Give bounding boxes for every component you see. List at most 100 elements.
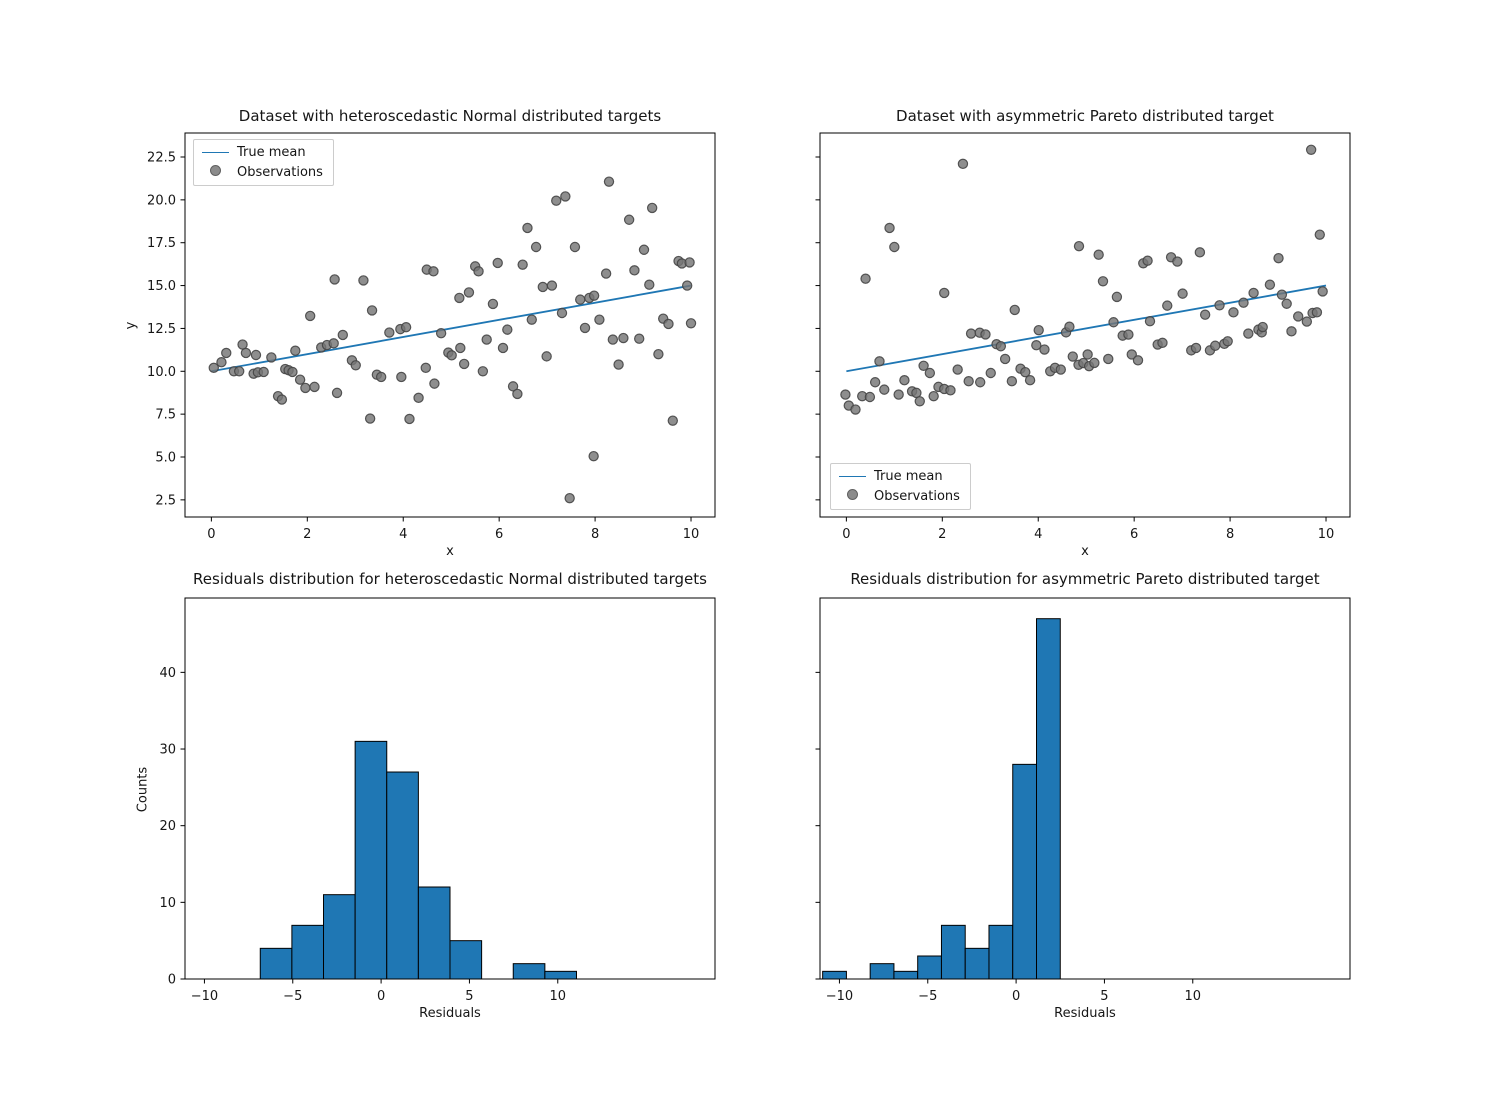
scatter-point bbox=[1222, 336, 1233, 347]
axes-spines bbox=[184, 132, 716, 518]
y-tick-label: 20 bbox=[159, 819, 176, 834]
hist-bar bbox=[291, 924, 325, 980]
scatter-point bbox=[358, 275, 369, 286]
x-tick-label: 8 bbox=[1226, 527, 1234, 542]
scatter-point bbox=[884, 222, 895, 234]
true-mean-line bbox=[211, 284, 692, 373]
hist-bar bbox=[449, 940, 483, 980]
scatter-point bbox=[980, 329, 991, 340]
x-tick-label: 0 bbox=[207, 527, 215, 542]
scatter-point bbox=[653, 348, 664, 360]
scatter-point bbox=[1248, 287, 1259, 299]
scatter-point bbox=[1190, 342, 1202, 354]
scatter-point bbox=[1082, 349, 1093, 360]
scatter-point bbox=[1172, 256, 1183, 267]
title-hist-pareto: Residuals distribution for asymmetric Pa… bbox=[850, 570, 1320, 588]
scatter-point bbox=[893, 389, 904, 400]
scatter-point bbox=[629, 265, 640, 276]
scatter-point bbox=[455, 342, 466, 354]
scatter-point bbox=[928, 390, 939, 402]
scatter-point bbox=[350, 360, 361, 371]
scatter-point bbox=[957, 158, 969, 170]
scatter-point bbox=[603, 176, 615, 187]
scatter-point bbox=[860, 273, 871, 284]
scatter-point bbox=[1097, 276, 1109, 287]
hist-bar bbox=[544, 970, 577, 980]
scatter-point bbox=[924, 367, 936, 379]
scatter-point bbox=[974, 377, 986, 388]
scatter-point bbox=[588, 290, 600, 301]
scatter-point bbox=[1006, 376, 1018, 387]
scatter-point bbox=[517, 259, 528, 270]
scatter-point bbox=[667, 415, 678, 426]
scatter-point bbox=[541, 351, 552, 362]
x-tick-label: 5 bbox=[1100, 989, 1108, 1004]
x-tick-label: 10 bbox=[683, 527, 700, 542]
scatter-point bbox=[522, 222, 533, 234]
y-tick-label: 5.0 bbox=[155, 451, 176, 466]
scatter-point bbox=[384, 327, 395, 338]
scatter-point bbox=[413, 392, 424, 404]
scatter-point bbox=[1073, 240, 1085, 252]
scatter-point bbox=[1177, 288, 1188, 299]
y-tick-label: 40 bbox=[159, 666, 176, 681]
scatter-point bbox=[537, 281, 549, 293]
scatter-point bbox=[435, 328, 447, 339]
legend-item-true-mean: True mean bbox=[839, 469, 960, 484]
legend-label-observations: Observations bbox=[874, 489, 960, 504]
y-tick-label: 7.5 bbox=[155, 408, 176, 423]
ylabel-scatter-normal: y bbox=[123, 321, 139, 330]
hist-bar bbox=[323, 894, 356, 980]
scatter-point bbox=[492, 257, 503, 269]
scatter-point bbox=[287, 366, 298, 378]
x-tick-label: 2 bbox=[938, 527, 946, 542]
scatter-point bbox=[985, 367, 996, 379]
hist-bar bbox=[259, 947, 293, 980]
scatter-point bbox=[1142, 255, 1153, 266]
scatter-point bbox=[221, 347, 232, 359]
scatter-point bbox=[850, 404, 861, 415]
scatter-point bbox=[575, 294, 586, 305]
scatter-point bbox=[999, 353, 1011, 365]
y-tick-label: 2.5 bbox=[155, 493, 176, 508]
scatter-point bbox=[428, 266, 439, 277]
scatter-point bbox=[1064, 321, 1075, 332]
scatter-point bbox=[918, 360, 929, 371]
x-tick-label: 10 bbox=[1184, 989, 1201, 1004]
scatter-point bbox=[1199, 309, 1211, 320]
legend-item-observations: Observations bbox=[202, 165, 323, 180]
scatter-point bbox=[600, 268, 612, 279]
scatter-point bbox=[1281, 298, 1292, 309]
scatter-point bbox=[487, 298, 499, 310]
scatter-point bbox=[1264, 279, 1276, 290]
legend-label-true-mean: True mean bbox=[237, 145, 306, 160]
scatter-point bbox=[1311, 307, 1323, 318]
scatter-point bbox=[646, 202, 658, 214]
scatter-point bbox=[258, 366, 269, 378]
y-tick-label: 30 bbox=[159, 743, 176, 758]
scatter-point bbox=[874, 356, 885, 367]
scatter-point bbox=[1194, 247, 1206, 258]
line-swatch-icon bbox=[839, 476, 866, 477]
scatter-point bbox=[1031, 340, 1042, 351]
line-swatch-icon bbox=[202, 152, 229, 153]
y-tick-label: 15.0 bbox=[147, 279, 176, 294]
scatter-point bbox=[266, 352, 277, 363]
scatter-point bbox=[618, 332, 629, 344]
scatter-point bbox=[458, 358, 470, 370]
x-tick-label: 0 bbox=[1012, 989, 1020, 1004]
x-tick-label: 0 bbox=[377, 989, 385, 1004]
scatter-point bbox=[294, 374, 306, 385]
legend-item-observations: Observations bbox=[839, 489, 960, 504]
scatter-point bbox=[276, 394, 288, 405]
x-tick-label: 4 bbox=[1034, 527, 1042, 542]
scatter-point bbox=[429, 378, 440, 389]
scatter-point bbox=[579, 322, 591, 334]
scatter-point bbox=[400, 322, 412, 333]
scatter-point bbox=[1123, 329, 1134, 340]
scatter-point bbox=[889, 241, 900, 253]
hist-bar bbox=[917, 955, 942, 980]
y-tick-label: 10 bbox=[159, 896, 176, 911]
